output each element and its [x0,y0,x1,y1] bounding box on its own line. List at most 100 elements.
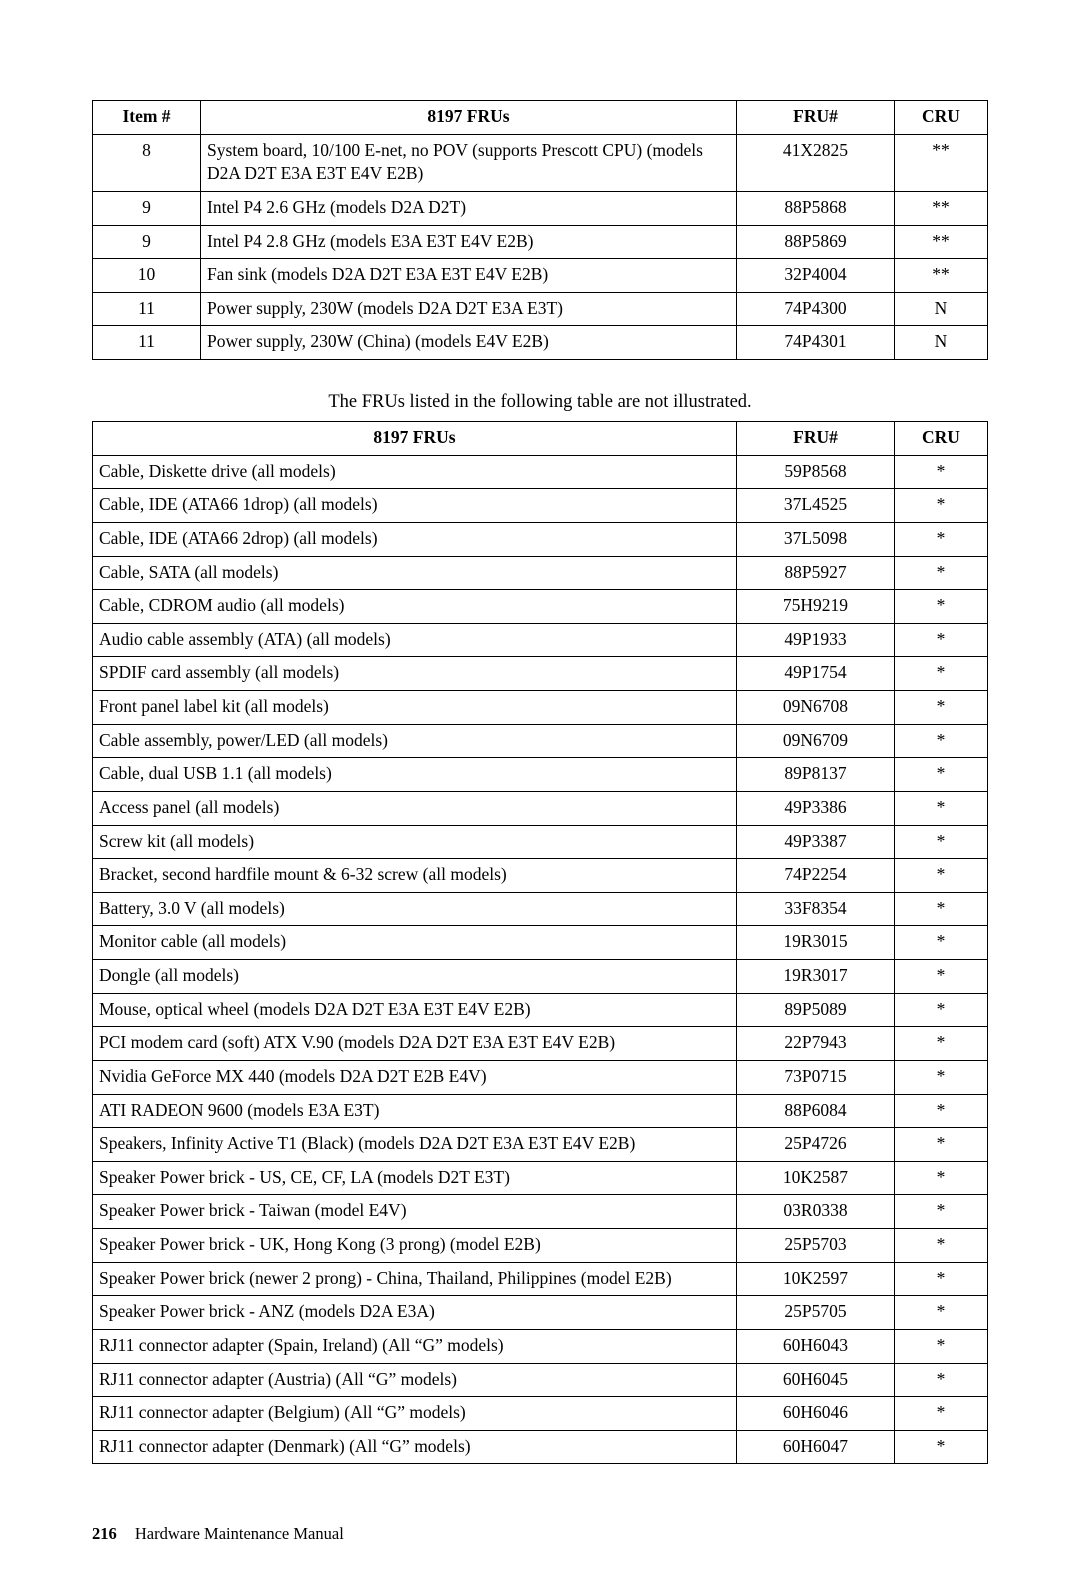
table-cell: * [895,859,988,893]
table-row: Bracket, second hardfile mount & 6-32 sc… [93,859,988,893]
table-cell: 75H9219 [737,590,895,624]
table-cell: 09N6709 [737,724,895,758]
table-cell: * [895,1262,988,1296]
table-cell: 19R3017 [737,960,895,994]
table-row: Cable, CDROM audio (all models)75H9219* [93,590,988,624]
table-row: Cable, SATA (all models)88P5927* [93,556,988,590]
table-cell: Intel P4 2.8 GHz (models E3A E3T E4V E2B… [201,225,737,259]
table-cell: 59P8568 [737,455,895,489]
table-cell: System board, 10/100 E-net, no POV (supp… [201,134,737,191]
table-cell: * [895,1195,988,1229]
table-cell: 8 [93,134,201,191]
table-cell: RJ11 connector adapter (Belgium) (All “G… [93,1397,737,1431]
table-cell: 22P7943 [737,1027,895,1061]
table-cell: * [895,1329,988,1363]
t1-header-cru: CRU [895,101,988,135]
table-cell: Audio cable assembly (ATA) (all models) [93,623,737,657]
table-cell: 37L5098 [737,522,895,556]
table-cell: * [895,1128,988,1162]
t1-header-fru: FRU# [737,101,895,135]
table-cell: 37L4525 [737,489,895,523]
table-cell: ** [895,225,988,259]
table-cell: 60H6045 [737,1363,895,1397]
table-row: SPDIF card assembly (all models)49P1754* [93,657,988,691]
table-row: Speaker Power brick (newer 2 prong) - Ch… [93,1262,988,1296]
table-row: Mouse, optical wheel (models D2A D2T E3A… [93,993,988,1027]
table-cell: 60H6043 [737,1329,895,1363]
table-cell: 73P0715 [737,1060,895,1094]
table-cell: 74P4301 [737,326,895,360]
table-cell: 88P5869 [737,225,895,259]
table-row: 9Intel P4 2.8 GHz (models E3A E3T E4V E2… [93,225,988,259]
table-row: Nvidia GeForce MX 440 (models D2A D2T E2… [93,1060,988,1094]
table-cell: ** [895,134,988,191]
table-cell: 88P6084 [737,1094,895,1128]
table-row: Speakers, Infinity Active T1 (Black) (mo… [93,1128,988,1162]
table-cell: 09N6708 [737,691,895,725]
table-cell: 11 [93,292,201,326]
table-cell: 25P5703 [737,1229,895,1263]
table-cell: * [895,455,988,489]
table-cell: N [895,326,988,360]
table-cell: * [895,1296,988,1330]
table-cell: Nvidia GeForce MX 440 (models D2A D2T E2… [93,1060,737,1094]
table-row: Speaker Power brick - Taiwan (model E4V)… [93,1195,988,1229]
table-row: 8System board, 10/100 E-net, no POV (sup… [93,134,988,191]
table-cell: 89P8137 [737,758,895,792]
table-cell: Monitor cable (all models) [93,926,737,960]
table-row: Speaker Power brick - US, CE, CF, LA (mo… [93,1161,988,1195]
table-row: Screw kit (all models)49P3387* [93,825,988,859]
footer-title: Hardware Maintenance Manual [135,1524,344,1543]
table-cell: 89P5089 [737,993,895,1027]
table-cell: 9 [93,225,201,259]
table-cell: Speaker Power brick (newer 2 prong) - Ch… [93,1262,737,1296]
table-cell: PCI modem card (soft) ATX V.90 (models D… [93,1027,737,1061]
table-row: RJ11 connector adapter (Belgium) (All “G… [93,1397,988,1431]
table-cell: Front panel label kit (all models) [93,691,737,725]
table-caption: The FRUs listed in the following table a… [92,392,988,413]
table-row: Monitor cable (all models)19R3015* [93,926,988,960]
table-row: Cable, Diskette drive (all models)59P856… [93,455,988,489]
table-cell: Cable assembly, power/LED (all models) [93,724,737,758]
table-cell: Power supply, 230W (models D2A D2T E3A E… [201,292,737,326]
t1-header-item: Item # [93,101,201,135]
table-cell: * [895,657,988,691]
table-row: Cable assembly, power/LED (all models)09… [93,724,988,758]
table-cell: * [895,1363,988,1397]
table-cell: * [895,691,988,725]
table-cell: RJ11 connector adapter (Austria) (All “G… [93,1363,737,1397]
table-row: PCI modem card (soft) ATX V.90 (models D… [93,1027,988,1061]
table-cell: Intel P4 2.6 GHz (models D2A D2T) [201,191,737,225]
table-cell: 10K2587 [737,1161,895,1195]
table-cell: 88P5868 [737,191,895,225]
table-cell: * [895,1430,988,1464]
table-cell: * [895,724,988,758]
table-row: RJ11 connector adapter (Spain, Ireland) … [93,1329,988,1363]
table-cell: 10K2597 [737,1262,895,1296]
table-row: Cable, IDE (ATA66 1drop) (all models)37L… [93,489,988,523]
table-cell: ** [895,191,988,225]
table-cell: * [895,960,988,994]
table-cell: * [895,1094,988,1128]
table-row: Speaker Power brick - ANZ (models D2A E3… [93,1296,988,1330]
table-cell: SPDIF card assembly (all models) [93,657,737,691]
table-cell: Screw kit (all models) [93,825,737,859]
table-cell: Speaker Power brick - Taiwan (model E4V) [93,1195,737,1229]
table-row: 9Intel P4 2.6 GHz (models D2A D2T)88P586… [93,191,988,225]
table-cell: 03R0338 [737,1195,895,1229]
t2-header-cru: CRU [895,422,988,456]
table-cell: * [895,1060,988,1094]
table-cell: 60H6047 [737,1430,895,1464]
table-cell: 49P1933 [737,623,895,657]
table-cell: * [895,825,988,859]
table-row: RJ11 connector adapter (Denmark) (All “G… [93,1430,988,1464]
table-row: Front panel label kit (all models)09N670… [93,691,988,725]
table-row: 10Fan sink (models D2A D2T E3A E3T E4V E… [93,259,988,293]
table-cell: Cable, CDROM audio (all models) [93,590,737,624]
table-cell: * [895,892,988,926]
table-cell: * [895,926,988,960]
table-row: Speaker Power brick - UK, Hong Kong (3 p… [93,1229,988,1263]
table-cell: 74P4300 [737,292,895,326]
table-cell: Speaker Power brick - ANZ (models D2A E3… [93,1296,737,1330]
table-row: Dongle (all models)19R3017* [93,960,988,994]
